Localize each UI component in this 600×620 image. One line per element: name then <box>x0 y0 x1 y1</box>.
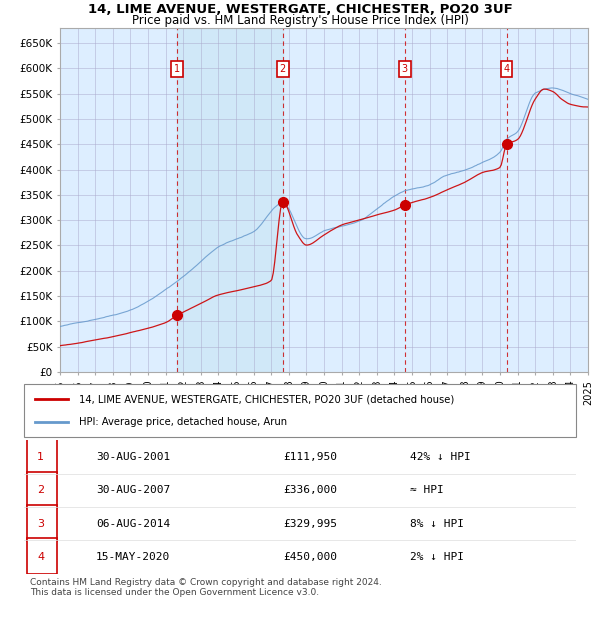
Text: ≈ HPI: ≈ HPI <box>410 485 444 495</box>
FancyBboxPatch shape <box>27 505 57 541</box>
Text: 2: 2 <box>37 485 44 495</box>
Text: 3: 3 <box>37 518 44 528</box>
Text: 2: 2 <box>280 64 286 74</box>
Text: 4: 4 <box>503 64 509 74</box>
Text: Price paid vs. HM Land Registry's House Price Index (HPI): Price paid vs. HM Land Registry's House … <box>131 14 469 27</box>
FancyBboxPatch shape <box>24 384 576 437</box>
Text: 06-AUG-2014: 06-AUG-2014 <box>96 518 170 528</box>
Bar <box>177 28 283 372</box>
Text: 2% ↓ HPI: 2% ↓ HPI <box>410 552 464 562</box>
Text: 1: 1 <box>174 64 180 74</box>
Text: £111,950: £111,950 <box>283 452 337 462</box>
FancyBboxPatch shape <box>27 438 57 474</box>
Text: 8% ↓ HPI: 8% ↓ HPI <box>410 518 464 528</box>
Text: Contains HM Land Registry data © Crown copyright and database right 2024.
This d: Contains HM Land Registry data © Crown c… <box>30 578 382 597</box>
Text: £450,000: £450,000 <box>283 552 337 562</box>
FancyBboxPatch shape <box>27 538 57 574</box>
Text: 30-AUG-2001: 30-AUG-2001 <box>96 452 170 462</box>
Text: £329,995: £329,995 <box>283 518 337 528</box>
Text: 14, LIME AVENUE, WESTERGATE, CHICHESTER, PO20 3UF (detached house): 14, LIME AVENUE, WESTERGATE, CHICHESTER,… <box>79 394 454 404</box>
Text: 4: 4 <box>37 552 44 562</box>
Text: £336,000: £336,000 <box>283 485 337 495</box>
FancyBboxPatch shape <box>27 472 57 508</box>
Text: HPI: Average price, detached house, Arun: HPI: Average price, detached house, Arun <box>79 417 287 427</box>
Text: 1: 1 <box>37 452 44 462</box>
Text: 15-MAY-2020: 15-MAY-2020 <box>96 552 170 562</box>
Text: 30-AUG-2007: 30-AUG-2007 <box>96 485 170 495</box>
Text: 14, LIME AVENUE, WESTERGATE, CHICHESTER, PO20 3UF: 14, LIME AVENUE, WESTERGATE, CHICHESTER,… <box>88 3 512 16</box>
Text: 42% ↓ HPI: 42% ↓ HPI <box>410 452 471 462</box>
Text: 3: 3 <box>401 64 407 74</box>
